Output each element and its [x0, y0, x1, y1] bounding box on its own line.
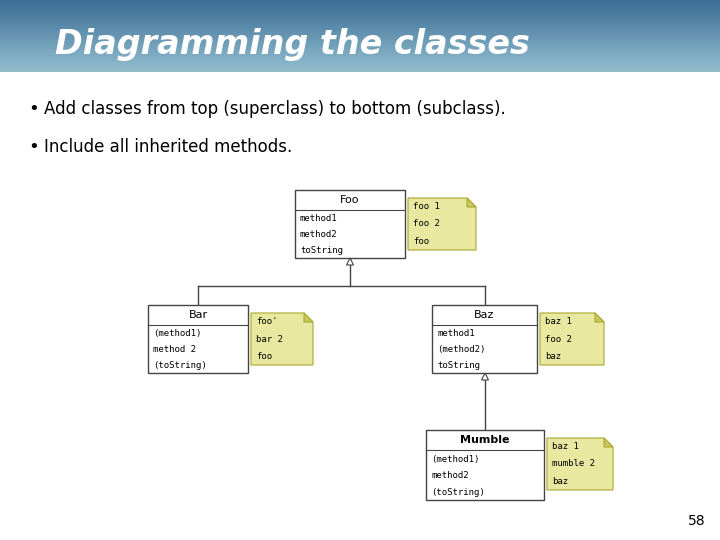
Bar: [0, 22, 720, 24]
Bar: [0, 52, 720, 55]
Polygon shape: [467, 198, 476, 207]
Polygon shape: [304, 313, 313, 322]
Bar: [426, 430, 544, 500]
Text: foo 2: foo 2: [413, 219, 440, 228]
Bar: [0, 5, 720, 8]
Bar: [0, 59, 720, 62]
Text: (toString): (toString): [431, 488, 485, 497]
Text: •: •: [28, 138, 39, 156]
Bar: [0, 50, 720, 53]
Bar: [0, 65, 720, 67]
Text: •: •: [28, 100, 39, 118]
Bar: [0, 29, 720, 31]
Bar: [0, 61, 720, 64]
Bar: [0, 2, 720, 4]
Bar: [0, 69, 720, 71]
Text: Mumble: Mumble: [460, 435, 510, 445]
Text: bar 2: bar 2: [256, 334, 283, 343]
Text: (method1): (method1): [431, 455, 480, 464]
Bar: [0, 47, 720, 49]
Bar: [0, 23, 720, 26]
Text: method1: method1: [437, 329, 474, 338]
Text: Bar: Bar: [189, 310, 207, 320]
Bar: [0, 58, 720, 60]
Bar: [0, 54, 720, 56]
Bar: [0, 34, 720, 37]
Text: Add classes from top (superclass) to bottom (subclass).: Add classes from top (superclass) to bot…: [44, 100, 505, 118]
Text: method2: method2: [300, 230, 338, 239]
Text: 58: 58: [688, 514, 706, 528]
Bar: [0, 63, 720, 65]
Text: method1: method1: [300, 214, 338, 224]
Bar: [0, 27, 720, 29]
Text: foo 2: foo 2: [545, 334, 572, 343]
Text: foo: foo: [256, 352, 272, 361]
Text: foo: foo: [413, 237, 429, 246]
Bar: [0, 66, 720, 69]
Bar: [0, 12, 720, 15]
Bar: [0, 4, 720, 6]
Text: toString: toString: [437, 361, 480, 370]
Text: method 2: method 2: [153, 345, 196, 354]
Bar: [0, 49, 720, 51]
Polygon shape: [547, 438, 613, 490]
Text: baz 1: baz 1: [552, 442, 579, 451]
Text: Baz: Baz: [474, 310, 495, 320]
Bar: [0, 43, 720, 45]
Bar: [0, 7, 720, 10]
Text: Include all inherited methods.: Include all inherited methods.: [44, 138, 292, 156]
Bar: [0, 25, 720, 28]
Polygon shape: [482, 373, 488, 380]
Text: Foo: Foo: [341, 195, 360, 205]
Bar: [0, 56, 720, 58]
Text: toString: toString: [300, 246, 343, 255]
Bar: [0, 0, 720, 2]
Text: (method1): (method1): [153, 329, 202, 338]
Bar: [0, 31, 720, 33]
Bar: [0, 11, 720, 13]
Bar: [0, 32, 720, 35]
Text: (toString): (toString): [153, 361, 207, 370]
Bar: [0, 9, 720, 11]
Text: foo': foo': [256, 317, 277, 326]
Polygon shape: [540, 313, 604, 365]
Text: method2: method2: [431, 471, 469, 481]
Text: (method2): (method2): [437, 345, 485, 354]
Bar: [0, 20, 720, 22]
Bar: [0, 36, 720, 38]
Text: Diagramming the classes: Diagramming the classes: [55, 28, 530, 61]
Bar: [0, 39, 720, 42]
Text: baz: baz: [552, 477, 568, 486]
Bar: [0, 42, 720, 44]
Polygon shape: [604, 438, 613, 447]
Polygon shape: [251, 313, 313, 365]
Text: baz: baz: [545, 352, 561, 361]
Polygon shape: [346, 258, 354, 265]
Bar: [0, 45, 720, 48]
Bar: [0, 15, 720, 17]
Text: mumble 2: mumble 2: [552, 460, 595, 469]
Bar: [0, 38, 720, 40]
Bar: [0, 16, 720, 18]
Text: baz 1: baz 1: [545, 317, 572, 326]
Bar: [295, 190, 405, 258]
Bar: [432, 305, 537, 373]
Bar: [148, 305, 248, 373]
Polygon shape: [408, 198, 476, 250]
Bar: [0, 18, 720, 21]
Bar: [0, 70, 720, 72]
Polygon shape: [595, 313, 604, 322]
Text: foo 1: foo 1: [413, 202, 440, 211]
